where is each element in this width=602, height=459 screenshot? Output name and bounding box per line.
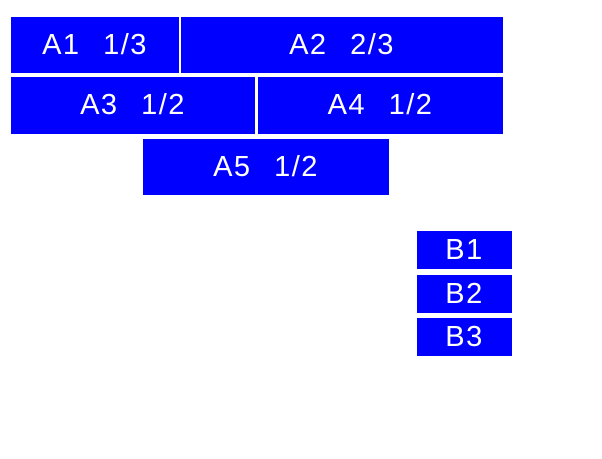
layout-box-b2: B2	[417, 275, 512, 313]
layout-box-a3: A3 1/2	[11, 77, 255, 134]
layout-box-a4: A4 1/2	[258, 77, 503, 134]
layout-box-a5: A5 1/2	[143, 139, 389, 195]
layout-box-a2: A2 2/3	[181, 17, 503, 73]
layout-box-b1: B1	[417, 231, 512, 269]
layout-box-b3: B3	[417, 318, 512, 356]
layout-box-a1: A1 1/3	[11, 17, 179, 73]
